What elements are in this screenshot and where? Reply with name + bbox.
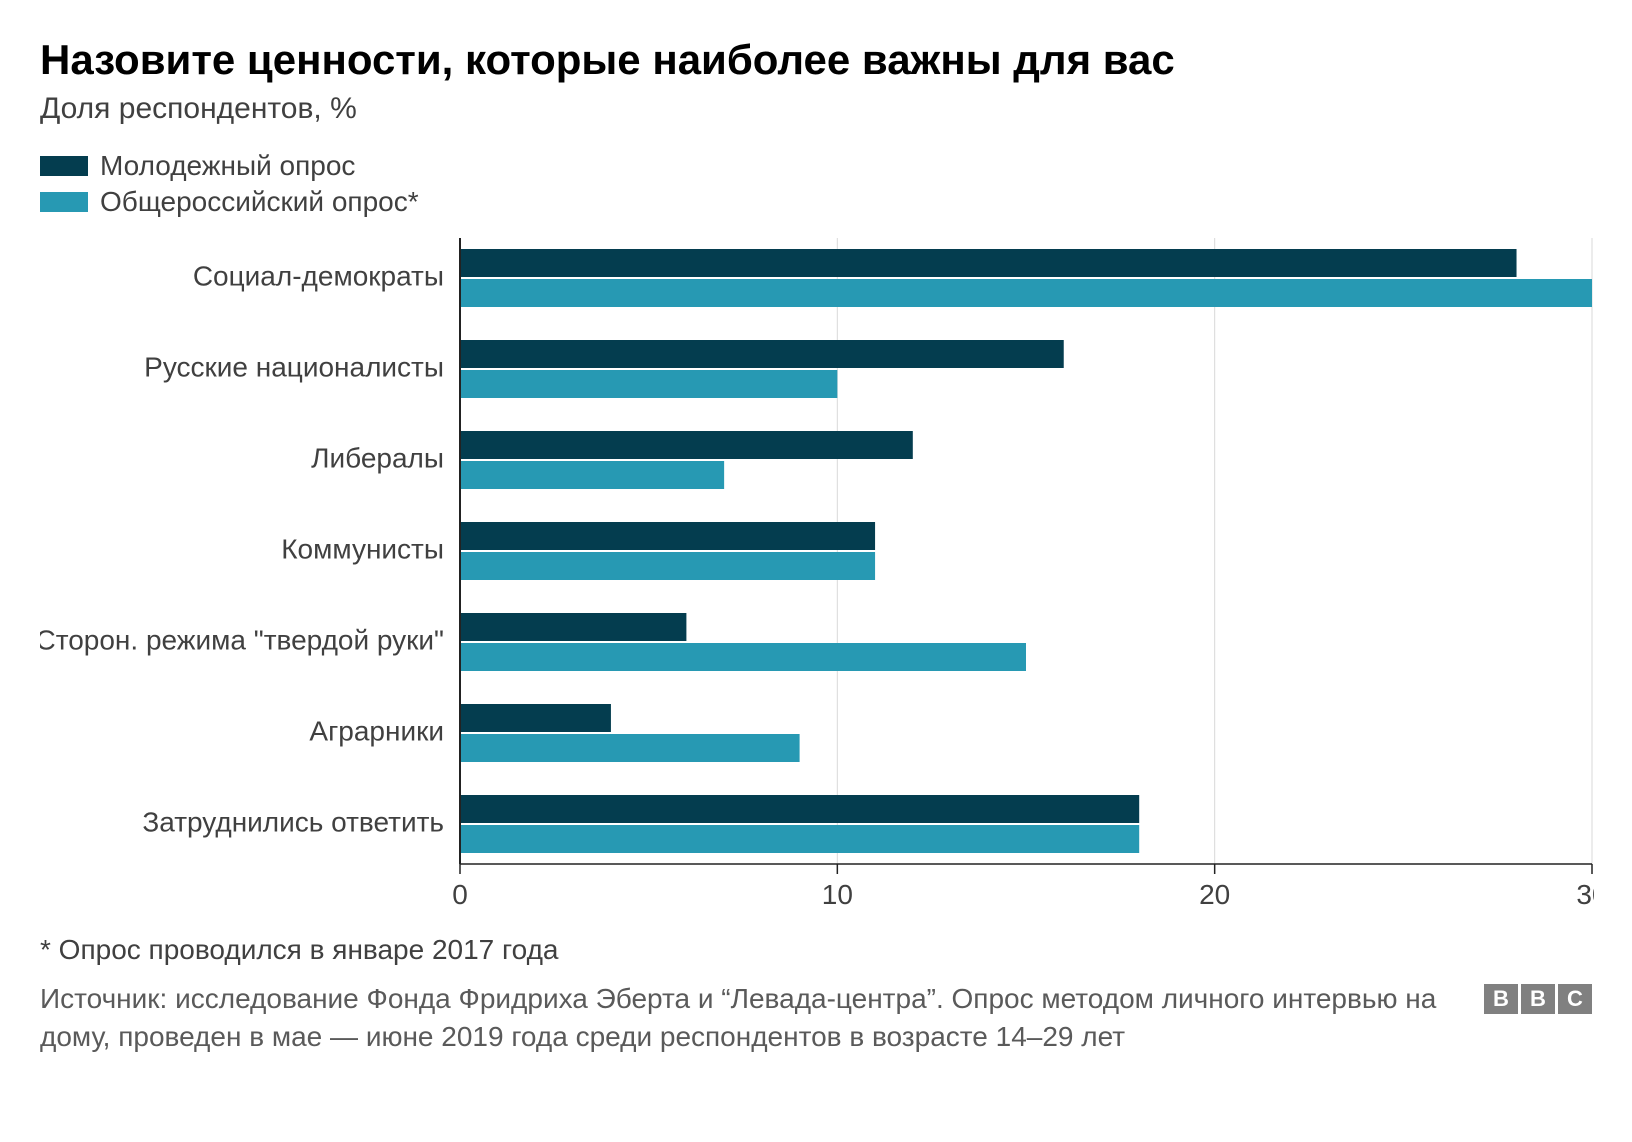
bar [460, 461, 724, 489]
legend-swatch [40, 156, 88, 176]
category-label: Сторон. режима "твердой руки" [40, 624, 444, 655]
bar [460, 795, 1139, 823]
legend-swatch [40, 192, 88, 212]
bar [460, 643, 1026, 671]
source-row: Источник: исследование Фонда Фридриха Эб… [40, 980, 1592, 1056]
bbc-logo: B B C [1484, 984, 1592, 1014]
bbc-logo-letter: B [1521, 984, 1555, 1014]
bar [460, 613, 686, 641]
x-tick-label: 20 [1199, 879, 1230, 910]
source-text: Источник: исследование Фонда Фридриха Эб… [40, 980, 1454, 1056]
footnote: * Опрос проводился в январе 2017 года [40, 934, 1592, 966]
category-label: Коммунисты [281, 533, 444, 564]
bar [460, 734, 800, 762]
x-tick-label: 30 [1576, 879, 1594, 910]
category-label: Аграрники [309, 715, 444, 746]
chart-subtitle: Доля респондентов, % [40, 92, 1592, 126]
bar-chart: Социал-демократы Русские националисты Либе… [40, 238, 1594, 914]
bar [460, 522, 875, 550]
bar [460, 340, 1064, 368]
bar [460, 552, 875, 580]
category-label: Социал-демократы [193, 260, 444, 291]
bar [460, 431, 913, 459]
x-tick-label: 0 [452, 879, 468, 910]
legend-item: Молодежный опрос [40, 150, 1592, 182]
x-tick-label: 10 [822, 879, 853, 910]
bar [460, 370, 837, 398]
category-label: Русские националисты [144, 351, 444, 382]
legend-label: Молодежный опрос [100, 150, 355, 182]
bar [460, 825, 1139, 853]
bar [460, 249, 1517, 277]
bbc-logo-letter: C [1558, 984, 1592, 1014]
legend-item: Общероссийский опрос* [40, 186, 1592, 218]
category-label: Либералы [311, 442, 444, 473]
bbc-logo-letter: B [1484, 984, 1518, 1014]
chart-title: Назовите ценности, которые наиболее важн… [40, 36, 1592, 84]
category-label: Затруднились ответить [142, 806, 444, 837]
chart-area: Социал-демократы Русские националисты Либе… [40, 238, 1592, 914]
bar [460, 279, 1592, 307]
legend: Молодежный опрос Общероссийский опрос* [40, 150, 1592, 218]
bar [460, 704, 611, 732]
legend-label: Общероссийский опрос* [100, 186, 419, 218]
